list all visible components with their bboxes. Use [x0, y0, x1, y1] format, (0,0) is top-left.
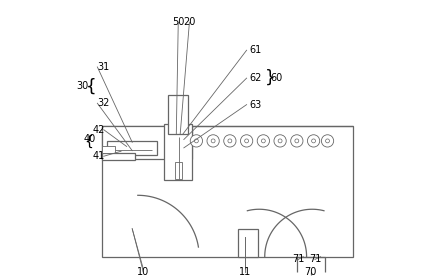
- Circle shape: [278, 139, 282, 143]
- Text: 31: 31: [97, 62, 109, 72]
- Bar: [101, 126, 185, 159]
- Bar: [238, 229, 258, 257]
- Bar: [101, 126, 353, 257]
- Bar: [101, 146, 116, 153]
- Circle shape: [295, 139, 299, 143]
- Text: 41: 41: [93, 151, 105, 161]
- Circle shape: [194, 139, 198, 143]
- Circle shape: [326, 139, 330, 143]
- Text: {: {: [84, 135, 93, 149]
- Bar: [107, 141, 157, 155]
- Circle shape: [241, 135, 253, 147]
- Circle shape: [274, 135, 286, 147]
- Text: {: {: [86, 78, 97, 95]
- Bar: [168, 95, 188, 134]
- Text: }: }: [265, 69, 276, 87]
- Text: 40: 40: [83, 134, 96, 145]
- Text: 50: 50: [172, 17, 184, 27]
- Circle shape: [261, 139, 265, 143]
- Bar: [175, 162, 183, 179]
- Circle shape: [211, 139, 215, 143]
- Circle shape: [321, 135, 334, 147]
- Text: 61: 61: [249, 45, 262, 55]
- Text: 10: 10: [137, 267, 149, 277]
- Text: 62: 62: [249, 73, 262, 83]
- Text: 70: 70: [305, 267, 317, 277]
- Text: 20: 20: [183, 17, 196, 27]
- Text: 30: 30: [77, 81, 89, 92]
- Circle shape: [190, 135, 202, 147]
- Text: 32: 32: [97, 98, 110, 108]
- Circle shape: [245, 139, 249, 143]
- Bar: [164, 124, 192, 180]
- Circle shape: [224, 135, 236, 147]
- Text: 60: 60: [270, 73, 283, 83]
- Text: 71: 71: [292, 254, 304, 264]
- Bar: [101, 153, 135, 160]
- Circle shape: [311, 139, 315, 143]
- Circle shape: [291, 135, 303, 147]
- Text: 63: 63: [249, 100, 262, 110]
- Text: 71: 71: [309, 254, 321, 264]
- Circle shape: [207, 135, 219, 147]
- Text: 11: 11: [239, 267, 251, 277]
- Circle shape: [307, 135, 320, 147]
- Text: 42: 42: [93, 125, 105, 135]
- Circle shape: [228, 139, 232, 143]
- Circle shape: [257, 135, 269, 147]
